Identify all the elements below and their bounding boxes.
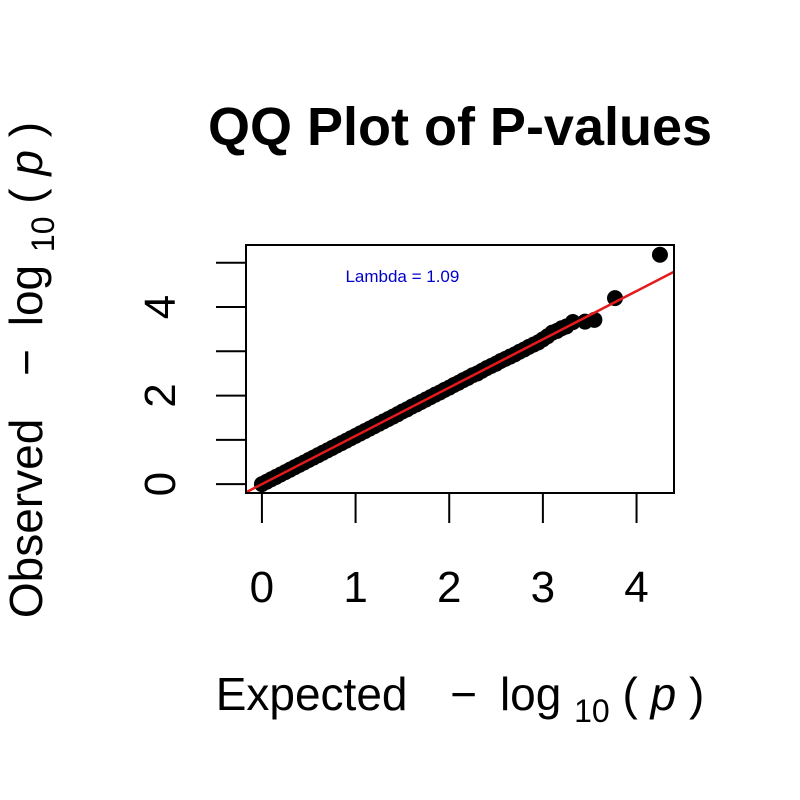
y-axis-label-base: 10 [25,216,61,252]
y-tick-label: 2 [136,383,185,407]
x-axis-label-prefix: Expected [216,668,408,720]
x-tick-label: 1 [343,563,367,612]
x-axis-label-open: ( [622,668,638,720]
data-point [606,290,623,307]
x-axis: 0 1 2 3 4 [250,492,649,612]
lambda-annotation: Lambda = 1.09 [345,267,459,286]
x-axis-label-var: p [649,668,677,720]
x-axis-label-base: 10 [574,693,610,729]
y-axis-label-var: p [0,150,52,178]
y-axis-label-close: ) [0,122,52,137]
x-axis-label-close: ) [689,668,704,720]
x-tick-label: 4 [624,563,648,612]
y-axis-label-log: log [0,265,52,326]
y-axis-label-open: ( [0,188,52,204]
data-point [651,246,668,263]
y-tick-label: 4 [136,295,185,319]
x-tick-label: 3 [531,563,555,612]
data-point [586,311,603,328]
x-tick-label: 2 [437,563,461,612]
y-axis: 0 2 4 [136,261,247,496]
x-axis-label: Expected − log 10 ( p ) [216,668,705,732]
x-axis-label-minus: − [450,668,477,720]
y-axis-label-prefix: Observed [0,419,52,618]
y-axis-label: Observed − log 10 ( p ) [0,122,64,618]
chart-title: QQ Plot of P-values [208,97,712,157]
reference-line [245,270,675,494]
x-tick-label: 0 [250,563,274,612]
y-axis-label-minus: − [0,349,52,376]
y-tick-label: 0 [136,472,185,496]
x-axis-label-log: log [500,668,561,720]
